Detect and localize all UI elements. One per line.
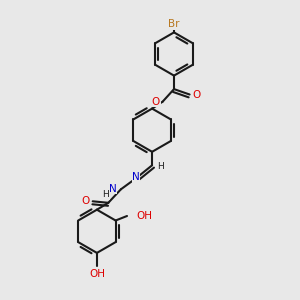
- Text: H: H: [157, 162, 164, 171]
- Text: O: O: [152, 97, 160, 107]
- Text: OH: OH: [89, 269, 105, 279]
- Text: N: N: [132, 172, 140, 182]
- Text: O: O: [192, 89, 200, 100]
- Text: N: N: [109, 184, 116, 194]
- Text: OH: OH: [136, 211, 153, 221]
- Text: H: H: [103, 190, 109, 199]
- Text: O: O: [81, 196, 89, 206]
- Text: Br: Br: [168, 19, 180, 29]
